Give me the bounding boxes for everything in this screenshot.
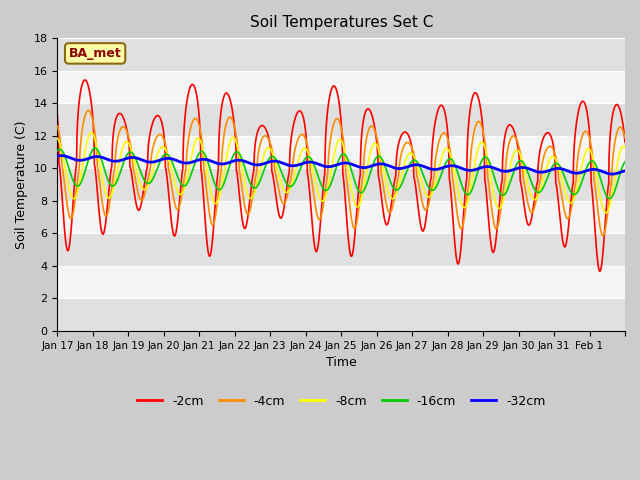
-4cm — [198, 134, 205, 140]
-4cm — [54, 123, 61, 129]
Legend: -2cm, -4cm, -8cm, -16cm, -32cm: -2cm, -4cm, -8cm, -16cm, -32cm — [132, 390, 550, 413]
Title: Soil Temperatures Set C: Soil Temperatures Set C — [250, 15, 433, 30]
-32cm — [238, 157, 246, 163]
-32cm — [608, 171, 616, 177]
-8cm — [590, 161, 598, 167]
-32cm — [260, 161, 268, 167]
-32cm — [353, 163, 360, 169]
-2cm — [621, 139, 629, 145]
Line: -4cm: -4cm — [58, 110, 625, 236]
Line: -8cm: -8cm — [58, 132, 625, 213]
-4cm — [260, 133, 268, 139]
-16cm — [238, 156, 246, 161]
-16cm — [91, 145, 99, 151]
-16cm — [621, 159, 629, 165]
-8cm — [621, 144, 629, 150]
-16cm — [353, 184, 360, 190]
-32cm — [590, 167, 598, 172]
-2cm — [590, 216, 598, 221]
-4cm — [353, 221, 360, 227]
-8cm — [587, 149, 595, 155]
-32cm — [58, 153, 65, 158]
-4cm — [84, 108, 92, 113]
Line: -2cm: -2cm — [58, 80, 625, 271]
Line: -32cm: -32cm — [58, 156, 625, 174]
Bar — [58, 38, 625, 71]
-2cm — [198, 169, 205, 175]
-16cm — [54, 148, 61, 154]
Line: -16cm: -16cm — [58, 148, 625, 199]
-32cm — [621, 168, 629, 174]
Bar — [58, 298, 625, 331]
-16cm — [587, 158, 595, 164]
-8cm — [602, 210, 610, 216]
Bar — [58, 71, 625, 103]
-8cm — [353, 204, 360, 209]
-16cm — [590, 159, 598, 165]
-32cm — [54, 153, 61, 159]
Bar — [58, 136, 625, 168]
-2cm — [238, 213, 246, 219]
Bar — [58, 103, 625, 136]
-2cm — [260, 123, 268, 129]
Bar — [58, 168, 625, 201]
Y-axis label: Soil Temperature (C): Soil Temperature (C) — [15, 120, 28, 249]
-2cm — [81, 77, 89, 83]
X-axis label: Time: Time — [326, 356, 356, 369]
-8cm — [198, 141, 205, 146]
Text: BA_met: BA_met — [68, 47, 122, 60]
-16cm — [606, 196, 614, 202]
-4cm — [599, 233, 607, 239]
-2cm — [587, 172, 595, 178]
-8cm — [260, 152, 268, 158]
-4cm — [238, 183, 246, 189]
-4cm — [590, 179, 598, 184]
-16cm — [198, 148, 205, 154]
-2cm — [353, 212, 360, 218]
-2cm — [54, 113, 61, 119]
-4cm — [621, 135, 629, 141]
-2cm — [596, 268, 604, 274]
-8cm — [54, 135, 61, 141]
-8cm — [88, 130, 95, 135]
-16cm — [260, 168, 268, 173]
-8cm — [238, 165, 246, 170]
-32cm — [198, 156, 205, 162]
-4cm — [587, 142, 595, 148]
Bar — [58, 201, 625, 233]
Bar — [58, 233, 625, 266]
-32cm — [587, 167, 595, 172]
Bar — [58, 266, 625, 298]
